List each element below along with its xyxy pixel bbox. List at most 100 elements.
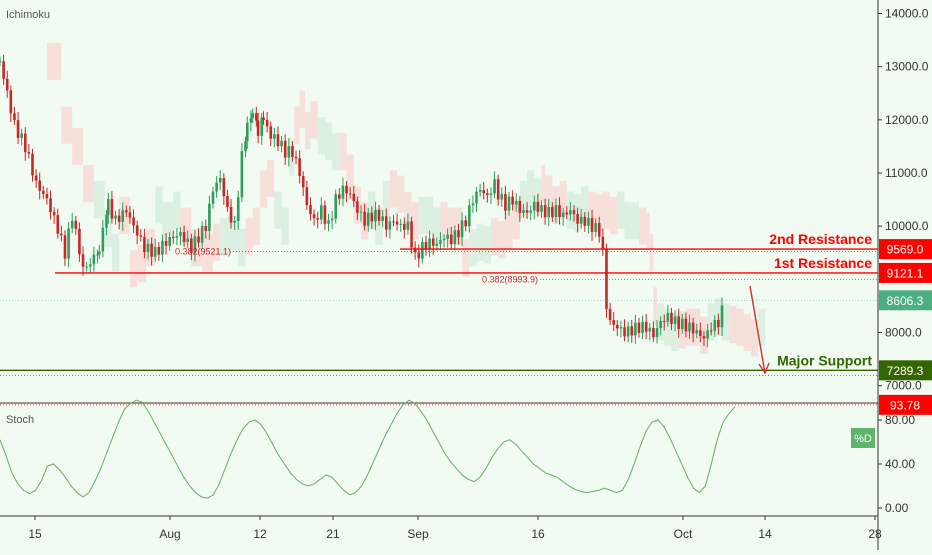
candle-body: [226, 196, 229, 208]
last-price-tag: [879, 290, 932, 311]
candle-body: [597, 223, 601, 237]
candle-body: [67, 228, 70, 259]
cloud-segment: [418, 196, 426, 235]
cloud-segment: [238, 228, 246, 267]
candle-body: [522, 210, 525, 213]
candle-body: [482, 190, 486, 194]
candle-body: [121, 210, 125, 222]
candle-body: [193, 236, 197, 253]
candle-body: [579, 216, 583, 224]
candle-body: [229, 207, 233, 223]
candle-body: [442, 238, 446, 241]
candle-body: [565, 212, 569, 215]
cloud-segment: [299, 90, 306, 128]
candle-body: [699, 330, 702, 336]
cloud-segment: [310, 101, 318, 139]
candle-body: [561, 212, 565, 218]
candle-body: [403, 223, 406, 230]
candle-body: [648, 327, 652, 332]
candle-body: [49, 198, 52, 213]
candle-body: [125, 210, 128, 213]
cloud-segment: [267, 159, 275, 197]
time-tick-label: Sep: [407, 527, 429, 541]
candle-body: [345, 185, 348, 194]
candle-body: [105, 214, 108, 228]
candle-body: [641, 321, 644, 333]
candle-body: [245, 122, 249, 142]
cloud-segment: [631, 202, 639, 240]
candle-body: [240, 151, 244, 198]
candle-body: [334, 194, 338, 219]
candle-body: [684, 318, 688, 332]
candle-body: [547, 207, 551, 218]
candle-body: [5, 78, 9, 91]
level-price-tag-2: [879, 360, 932, 381]
level-price-label-2: 7289.3: [887, 364, 924, 378]
candle-body: [88, 264, 92, 267]
cloud-segment: [483, 226, 491, 264]
candle-body: [619, 327, 623, 329]
time-tick-label: 21: [326, 527, 340, 541]
candle-body: [260, 117, 264, 136]
cloud-segment: [519, 180, 528, 219]
candle-body: [211, 191, 215, 204]
candle-body: [38, 180, 42, 191]
candle-body: [717, 319, 720, 328]
candle-body: [200, 225, 204, 243]
cloud-segment: [433, 207, 441, 245]
last-price-label: 8606.3: [887, 294, 924, 308]
candle-body: [688, 322, 691, 332]
candle-body: [153, 246, 157, 257]
candle-body: [413, 247, 417, 253]
candle-body: [208, 203, 211, 232]
cloud-segment: [664, 308, 672, 346]
indicator-label-ichimoku: Ichimoku: [6, 9, 50, 21]
level-price-tag-0: [879, 239, 932, 260]
candle-body: [435, 243, 439, 246]
cloud-segment: [404, 191, 412, 229]
stoch-series-label: %D: [854, 433, 872, 445]
candle-body: [439, 240, 442, 244]
cloud-segment: [624, 202, 632, 240]
candle-body: [532, 201, 536, 211]
cloud-segment: [649, 234, 654, 272]
candle-body: [132, 217, 135, 226]
cloud-segment: [389, 170, 398, 208]
candle-body: [677, 316, 680, 330]
candle-body: [356, 201, 359, 213]
candle-body: [341, 185, 345, 199]
candle-body: [283, 140, 287, 158]
cloud-segment: [191, 228, 203, 267]
candle-body: [150, 243, 153, 257]
cloud-segment: [498, 220, 506, 259]
projection-arrow-line: [749, 285, 766, 374]
cloud-segment: [559, 180, 567, 219]
cloud-segment: [227, 215, 239, 253]
candle-body: [45, 194, 49, 199]
candle-body: [381, 216, 384, 221]
candle-body: [486, 193, 489, 196]
candle-body: [594, 223, 597, 233]
candle-body: [478, 190, 482, 192]
candle-body: [493, 179, 496, 194]
candle-body: [222, 178, 226, 197]
candle-body: [157, 246, 161, 255]
candle-body: [23, 133, 27, 153]
cloud-segment: [440, 202, 448, 240]
cloud-segment: [425, 196, 434, 235]
candle-body: [13, 113, 16, 121]
candle-body: [576, 214, 579, 224]
candle-body: [60, 233, 63, 236]
candle-body: [0, 61, 2, 63]
cloud-segment: [317, 117, 325, 155]
candle-body: [161, 240, 164, 255]
fib-label-0: 0.382(9521.1): [175, 247, 231, 257]
cloud-segment: [294, 106, 300, 144]
candle-body: [27, 152, 31, 154]
cloud-segment: [382, 180, 390, 219]
cloud-segment: [758, 308, 766, 346]
cloud-segment: [245, 218, 253, 256]
level-price-label-1: 9121.1: [887, 266, 924, 280]
candle-body: [514, 200, 518, 205]
candle-body: [42, 190, 45, 195]
